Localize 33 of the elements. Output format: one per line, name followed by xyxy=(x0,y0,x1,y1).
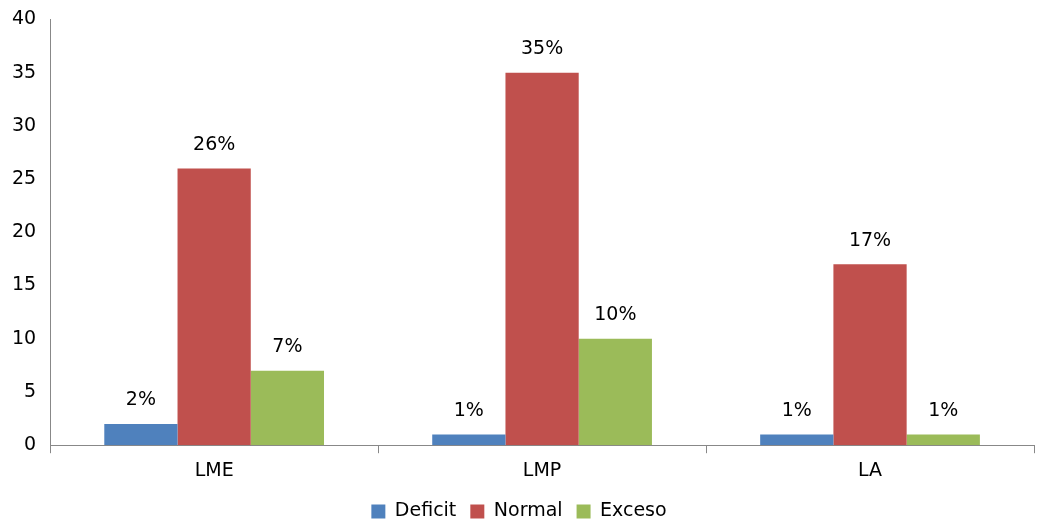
x-tick-label: LA xyxy=(858,457,883,480)
y-tick-label: 30 xyxy=(11,112,37,135)
legend-label: Deficit xyxy=(394,498,457,521)
y-tick-label: 20 xyxy=(11,219,37,242)
y-tick-label: 10 xyxy=(11,325,37,348)
bar xyxy=(906,434,980,446)
bar xyxy=(505,72,579,446)
y-tick-label: 40 xyxy=(11,6,37,29)
bar xyxy=(833,264,907,446)
data-label: 35% xyxy=(520,36,564,59)
y-tick-label: 25 xyxy=(11,166,37,189)
y-tick-label: 35 xyxy=(11,59,37,82)
bar xyxy=(578,338,652,446)
bar xyxy=(104,423,178,446)
x-tick-label: LME xyxy=(194,457,234,480)
data-label: 10% xyxy=(594,302,637,325)
bar xyxy=(177,168,251,446)
y-tick-label: 0 xyxy=(24,432,37,455)
x-tick-label: LMP xyxy=(522,457,562,480)
data-label: 1% xyxy=(781,397,812,420)
data-label: 26% xyxy=(193,131,236,154)
data-label: 17% xyxy=(848,227,892,250)
y-tick-label: 15 xyxy=(11,272,37,295)
data-label: 7% xyxy=(272,334,303,357)
data-label: 2% xyxy=(125,387,156,410)
legend-label: Exceso xyxy=(600,498,667,521)
bar xyxy=(760,434,834,446)
data-label: 1% xyxy=(453,397,484,420)
bar xyxy=(432,434,506,446)
bar xyxy=(250,370,325,446)
y-tick-label: 5 xyxy=(24,378,37,401)
data-label: 1% xyxy=(928,397,959,420)
legend-label: Normal xyxy=(493,498,563,521)
